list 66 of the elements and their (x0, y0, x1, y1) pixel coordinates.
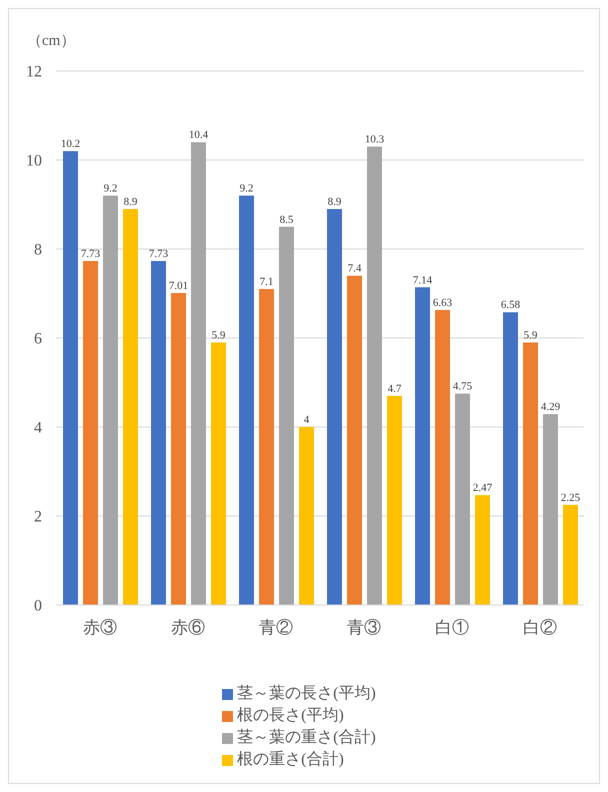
bar (299, 427, 314, 605)
x-tick-label: 白① (435, 618, 469, 638)
bar (259, 289, 274, 605)
x-tick-label: 青③ (347, 618, 381, 638)
y-tick-label: 4 (34, 420, 42, 437)
data-label: 4.75 (452, 380, 473, 393)
data-label: 10.3 (364, 134, 385, 146)
data-label: 5.9 (524, 329, 538, 342)
bar (543, 414, 558, 605)
data-label: 9.2 (104, 182, 118, 195)
bar (191, 142, 206, 605)
bar (83, 261, 98, 605)
data-label: 7.14 (412, 274, 433, 286)
bar (211, 342, 226, 605)
bar (171, 293, 186, 605)
legend-label: 根の重さ(合計) (237, 751, 344, 768)
legend-label: 茎～葉の重さ(合計) (237, 729, 376, 746)
data-label: 4 (304, 414, 310, 426)
data-label: 5.9 (212, 329, 226, 342)
data-label: 6.58 (500, 299, 521, 312)
data-label: 10.2 (60, 138, 80, 150)
bar (563, 504, 578, 605)
y-axis-title: （cm） (27, 32, 76, 50)
bar (415, 287, 430, 605)
bar (327, 208, 342, 605)
data-label: 2.47 (472, 482, 493, 494)
data-label: 7.73 (80, 248, 101, 260)
data-label: 7.1 (260, 276, 274, 288)
data-label: 7.4 (348, 262, 362, 275)
x-tick-label: 赤③ (83, 618, 117, 638)
bar (279, 226, 294, 605)
bar (367, 146, 382, 605)
data-label: 7.01 (168, 280, 188, 292)
y-tick-label: 12 (26, 64, 42, 81)
y-tick-label: 6 (34, 330, 42, 348)
bar (103, 196, 118, 605)
data-label: 2.25 (560, 492, 581, 504)
bar (347, 276, 362, 605)
bar (435, 310, 450, 605)
data-label: 4.7 (388, 382, 402, 395)
bar (123, 208, 138, 605)
x-tick-label: 赤⑥ (171, 618, 205, 638)
y-tick-label: 10 (26, 152, 42, 170)
y-tick-label: 8 (34, 242, 42, 259)
x-tick-label: 白② (523, 618, 557, 638)
bar (63, 151, 78, 605)
y-tick-label: 0 (34, 598, 42, 615)
bar (151, 261, 166, 605)
legend-label: 茎～葉の長さ(平均) (237, 685, 376, 702)
x-tick-label: 青② (259, 618, 293, 638)
data-label: 8.9 (328, 196, 342, 208)
bar (503, 312, 518, 605)
data-label: 9.2 (240, 182, 254, 195)
bar (239, 196, 254, 605)
data-label: 4.29 (540, 401, 561, 414)
data-label: 8.5 (280, 214, 294, 226)
data-label: 10.4 (188, 129, 209, 142)
data-label: 7.73 (148, 248, 169, 260)
bar (387, 396, 402, 605)
data-label: 6.63 (432, 296, 453, 309)
y-tick-label: 2 (34, 508, 42, 526)
bar (455, 394, 470, 605)
data-label: 8.9 (124, 196, 138, 208)
legend-label: 根の長さ(平均) (237, 707, 344, 724)
bar (475, 495, 490, 605)
bar (523, 342, 538, 605)
